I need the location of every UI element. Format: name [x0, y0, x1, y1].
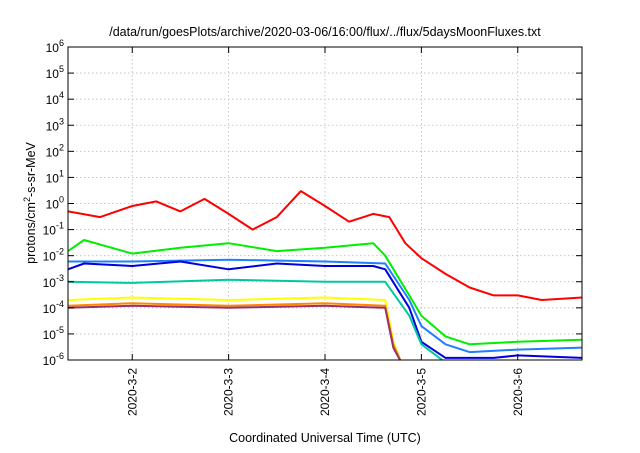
y-tick-label: 103: [46, 116, 64, 133]
y-tick-label: 10-3: [43, 273, 64, 290]
y-tick-label: 10-4: [43, 299, 64, 316]
series-line-3: [68, 258, 582, 354]
series-line-1: [68, 190, 582, 301]
series-line-8: [68, 304, 402, 360]
x-axis: 2020-3-2 2020-3-3 2020-3-4 2020-3-5 2020-3-6: [125, 47, 525, 416]
y-tick-label: 102: [46, 142, 64, 159]
y-tick-label: 105: [46, 64, 64, 81]
series-layer: [68, 190, 582, 360]
x-tick-label: 2020-3-5: [414, 368, 428, 416]
x-axis-label: Coordinated Universal Time (UTC): [229, 431, 421, 445]
series-line-7: [68, 302, 402, 360]
y-tick-label: 101: [46, 168, 64, 185]
y-tick-label: 10-5: [43, 325, 64, 342]
y-axis: 10-6 10-5 10-4 10-3 10-2 10-1 100 101 102 103 104 1…: [43, 38, 582, 368]
y-tick-label: 104: [46, 90, 64, 107]
chart-title: /data/run/goesPlots/archive/2020-03-06/1…: [109, 25, 541, 39]
grid: [68, 47, 582, 360]
x-tick-label: 2020-3-4: [318, 368, 332, 416]
series-line-4: [68, 260, 582, 359]
x-tick-label: 2020-3-6: [511, 368, 525, 416]
series-line-2: [68, 239, 582, 346]
y-tick-label: 10-1: [43, 221, 64, 238]
y-axis-label: protons/cm2-s-sr-MeV: [22, 141, 38, 263]
y-tick-label: 100: [46, 195, 64, 212]
y-tick-label: 10-6: [43, 351, 64, 368]
x-tick-label: 2020-3-2: [125, 368, 139, 416]
y-tick-label: 106: [46, 38, 64, 55]
series-line-5: [68, 278, 444, 360]
y-tick-label: 10-2: [43, 247, 64, 264]
x-tick-label: 2020-3-3: [222, 368, 236, 416]
